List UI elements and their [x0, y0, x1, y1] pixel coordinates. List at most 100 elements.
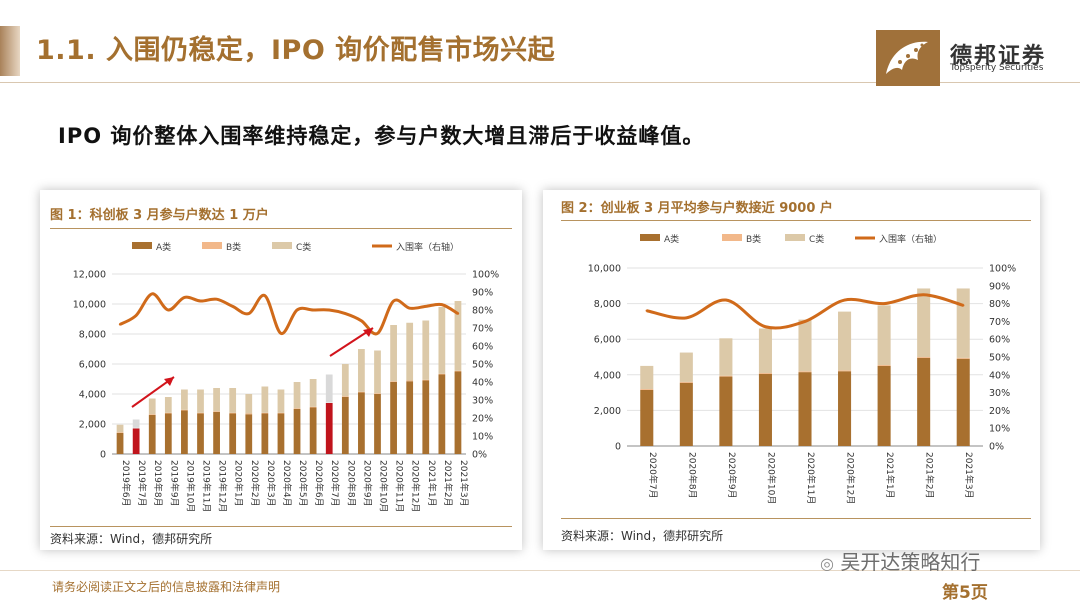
chart-2-ytick-5: 10,000	[588, 264, 621, 275]
chart-1-bar-B类-19	[422, 379, 430, 381]
chart-1-y2tick-2: 20%	[472, 414, 493, 425]
footer-divider	[0, 570, 1080, 571]
chart-1-bar-A类-13	[325, 403, 333, 454]
chart-1-bar-C类-1	[132, 419, 140, 428]
chart-1-bar-A类-3	[164, 413, 172, 454]
chart-1-line-point-2	[151, 292, 154, 295]
chart-2-bar-A类-3	[758, 373, 772, 446]
chart-2-bar-C类-2	[719, 338, 733, 376]
chart-1-y2tick-10: 100%	[472, 270, 499, 281]
chart-1-bar-A类-11	[293, 409, 301, 454]
chart-1-svg: A类 B类 C类 入围率（右轴） 0 2,000 4,000 6,000 8,000 10,000…	[73, 241, 499, 512]
chart-1-xtick-17: 2020年11月	[394, 460, 406, 512]
chart-1-bar-C类-17	[390, 325, 397, 382]
chart-1-bar-B类-18	[406, 380, 414, 382]
chart-panel-1: 图 1：科创板 3 月参与户数达 1 万户 A类 B类 C类 入围率（右轴） 0 2,00…	[40, 190, 522, 550]
chart-1-xtick-16: 2020年10月	[378, 460, 390, 512]
chart-1-bar-A类-12	[309, 407, 317, 454]
chart-2-title: 图 2：创业板 3 月平均参与户数接近 9000 户	[561, 201, 833, 216]
chart-1-bar-A类-6	[213, 412, 220, 454]
chart-1-bar-B类-13	[325, 402, 333, 403]
chart-1-arrow-1-head	[164, 377, 174, 386]
chart-1-bar-C类-0	[116, 424, 124, 433]
chart-1-bar-B类-16	[374, 393, 381, 394]
chart-1-legend-label-3: 入围率（右轴）	[396, 241, 459, 253]
chart-2-bar-B类-6	[877, 365, 891, 366]
chart-2-line-point-6	[882, 302, 886, 305]
chart-1-line-point-1	[134, 314, 138, 317]
chart-1-bar-C类-6	[213, 388, 220, 412]
chart-2-y2tick-2: 20%	[989, 406, 1010, 417]
chart-1-y2tick-0: 0%	[472, 450, 487, 461]
chart-2-bar-A类-6	[877, 365, 891, 446]
chart-2-y2tick-4: 40%	[989, 370, 1010, 381]
chart-2-bar-B类-1	[679, 381, 693, 383]
chart-1-line-point-17	[392, 299, 395, 303]
chart-1-bar-A类-4	[181, 410, 188, 454]
chart-1-bar-B类-3	[164, 412, 172, 414]
chart-2-xtick-7: 2021年2月	[924, 452, 936, 499]
chart-1-bar-C类-12	[309, 379, 317, 407]
chart-1-line-point-20	[440, 303, 444, 306]
chart-2-xtick-1: 2020年8月	[686, 452, 698, 499]
chart-1-source-rule	[50, 526, 512, 527]
chart-1-line-point-11	[295, 308, 299, 312]
chart-1-xtick-12: 2020年6月	[313, 460, 325, 507]
chart-2-ytick-4: 8,000	[594, 299, 621, 310]
chart-2-xtick-3: 2020年10月	[765, 452, 777, 504]
chart-1-xtick-13: 2020年7月	[329, 460, 341, 507]
chart-1-bar-B类-15	[358, 391, 365, 393]
chart-2-bar-C类-8	[956, 288, 970, 358]
chart-2-bar-C类-0	[640, 365, 654, 390]
chart-2-bar-C类-5	[838, 311, 852, 371]
footer-disclaimer: 请务必阅读正文之后的信息披露和法律声明	[52, 580, 281, 594]
watermark-text: 吴开达策略知行	[840, 550, 981, 574]
logo-name-cn: 德邦证券	[950, 44, 1047, 69]
chart-1-bar-A类-21	[454, 371, 462, 454]
chart-1-bar-A类-19	[422, 380, 430, 454]
chart-2-legend-label-0: A类	[664, 233, 679, 245]
chart-1-xtick-9: 2020年3月	[265, 460, 277, 507]
chart-1-bar-A类-17	[390, 382, 397, 454]
chart-2-y2tick-9: 90%	[989, 281, 1010, 292]
chart-1-bar-B类-7	[229, 412, 237, 414]
chart-1-xtick-20: 2021年2月	[442, 460, 454, 507]
chart-2-ytick-2: 4,000	[594, 370, 621, 381]
chart-1-y2tick-8: 80%	[472, 306, 493, 317]
chart-1-xtick-18: 2020年12月	[410, 460, 422, 512]
chart-1-legend-swatch-2	[272, 242, 292, 249]
chart-1-legend-label-2: C类	[296, 241, 311, 253]
leopard-logo-icon	[886, 41, 928, 74]
chart-2-bar-A类-0	[640, 389, 654, 446]
chart-1-xtick-5: 2019年11月	[201, 460, 213, 512]
chart-1-bar-C类-8	[245, 394, 253, 414]
chart-1-line-point-5	[199, 299, 202, 303]
chart-1-xtick-8: 2020年2月	[249, 460, 261, 507]
chart-1-bar-C类-5	[197, 389, 204, 413]
chart-2-legend-label-2: C类	[809, 233, 824, 245]
chart-1-ytick-0: 0	[100, 450, 106, 461]
chart-1-legend-swatch-1	[202, 242, 222, 249]
chart-1-xtick-2: 2019年8月	[152, 460, 164, 507]
chart-1-bar-B类-5	[197, 412, 204, 414]
chart-2-bar-A类-4	[798, 372, 812, 446]
chart-1-line-point-6	[215, 298, 218, 301]
chart-1-bar-C类-13	[325, 374, 333, 403]
chart-2-xtick-8: 2021年3月	[963, 452, 975, 499]
chart-1-line-point-8	[247, 312, 250, 315]
chart-2-xtick-2: 2020年9月	[726, 452, 738, 499]
chart-1-line-point-12	[311, 308, 315, 312]
page-title: 1.1. 入围仍稳定，IPO 询价配售市场兴起	[36, 35, 556, 66]
watermark: ◎ 吴开达策略知行	[820, 546, 980, 575]
chart-1-bar-A类-9	[261, 413, 269, 454]
chart-2-line-point-0	[645, 309, 648, 312]
chart-2-ytick-0: 0	[615, 442, 621, 453]
chart-1-xtick-10: 2020年4月	[281, 460, 293, 507]
chart-2-legend-swatch-1	[722, 234, 742, 241]
chart-2-line-point-1	[685, 316, 688, 320]
chart-1-y2tick-6: 60%	[472, 342, 493, 353]
chart-1-bar-A类-7	[229, 413, 237, 454]
chart-2-legend-swatch-0	[640, 234, 660, 241]
chart-1-line-point-3	[167, 308, 170, 312]
chart-1-y2tick-4: 40%	[472, 378, 493, 389]
